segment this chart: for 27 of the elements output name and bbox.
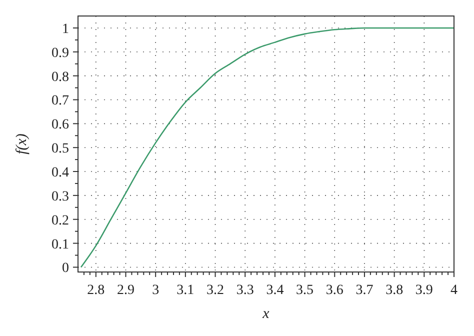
y-tick-label: 1 [62, 22, 69, 37]
x-axis-title: x [262, 306, 270, 322]
y-tick-label: 0.7 [52, 94, 69, 109]
x-tick-label: 2.8 [87, 283, 105, 298]
y-tick-label: 0.8 [52, 70, 69, 85]
x-tick-label: 3 [152, 283, 160, 298]
x-tick-label: 3.5 [296, 283, 314, 298]
y-tick-label: 0.2 [52, 213, 69, 228]
x-tick-label: 3.8 [386, 283, 404, 298]
y-axis-title: f(x) [14, 134, 30, 154]
y-tick-label: 0.5 [52, 142, 69, 157]
y-tick-label: 0.4 [52, 166, 69, 181]
x-tick-label: 3.4 [266, 283, 284, 298]
x-tick-label: 2.9 [116, 283, 134, 298]
x-tick-label: 3.3 [236, 283, 254, 298]
y-tick-label: 0.9 [52, 46, 69, 61]
x-tick-label: 3.6 [326, 283, 344, 298]
y-tick-label: 0.3 [52, 189, 69, 204]
y-tick-label: 0 [62, 261, 69, 276]
line-series [80, 27, 455, 268]
y-tick-label: 0.6 [52, 118, 69, 133]
x-tick-label: 3.2 [206, 283, 224, 298]
x-tick-label: 3.1 [176, 283, 194, 298]
x-tick-label: 3.7 [356, 283, 374, 298]
x-tick-label: 4 [450, 283, 458, 298]
y-tick-label: 0.1 [52, 237, 69, 252]
x-tick-label: 3.9 [415, 283, 433, 298]
